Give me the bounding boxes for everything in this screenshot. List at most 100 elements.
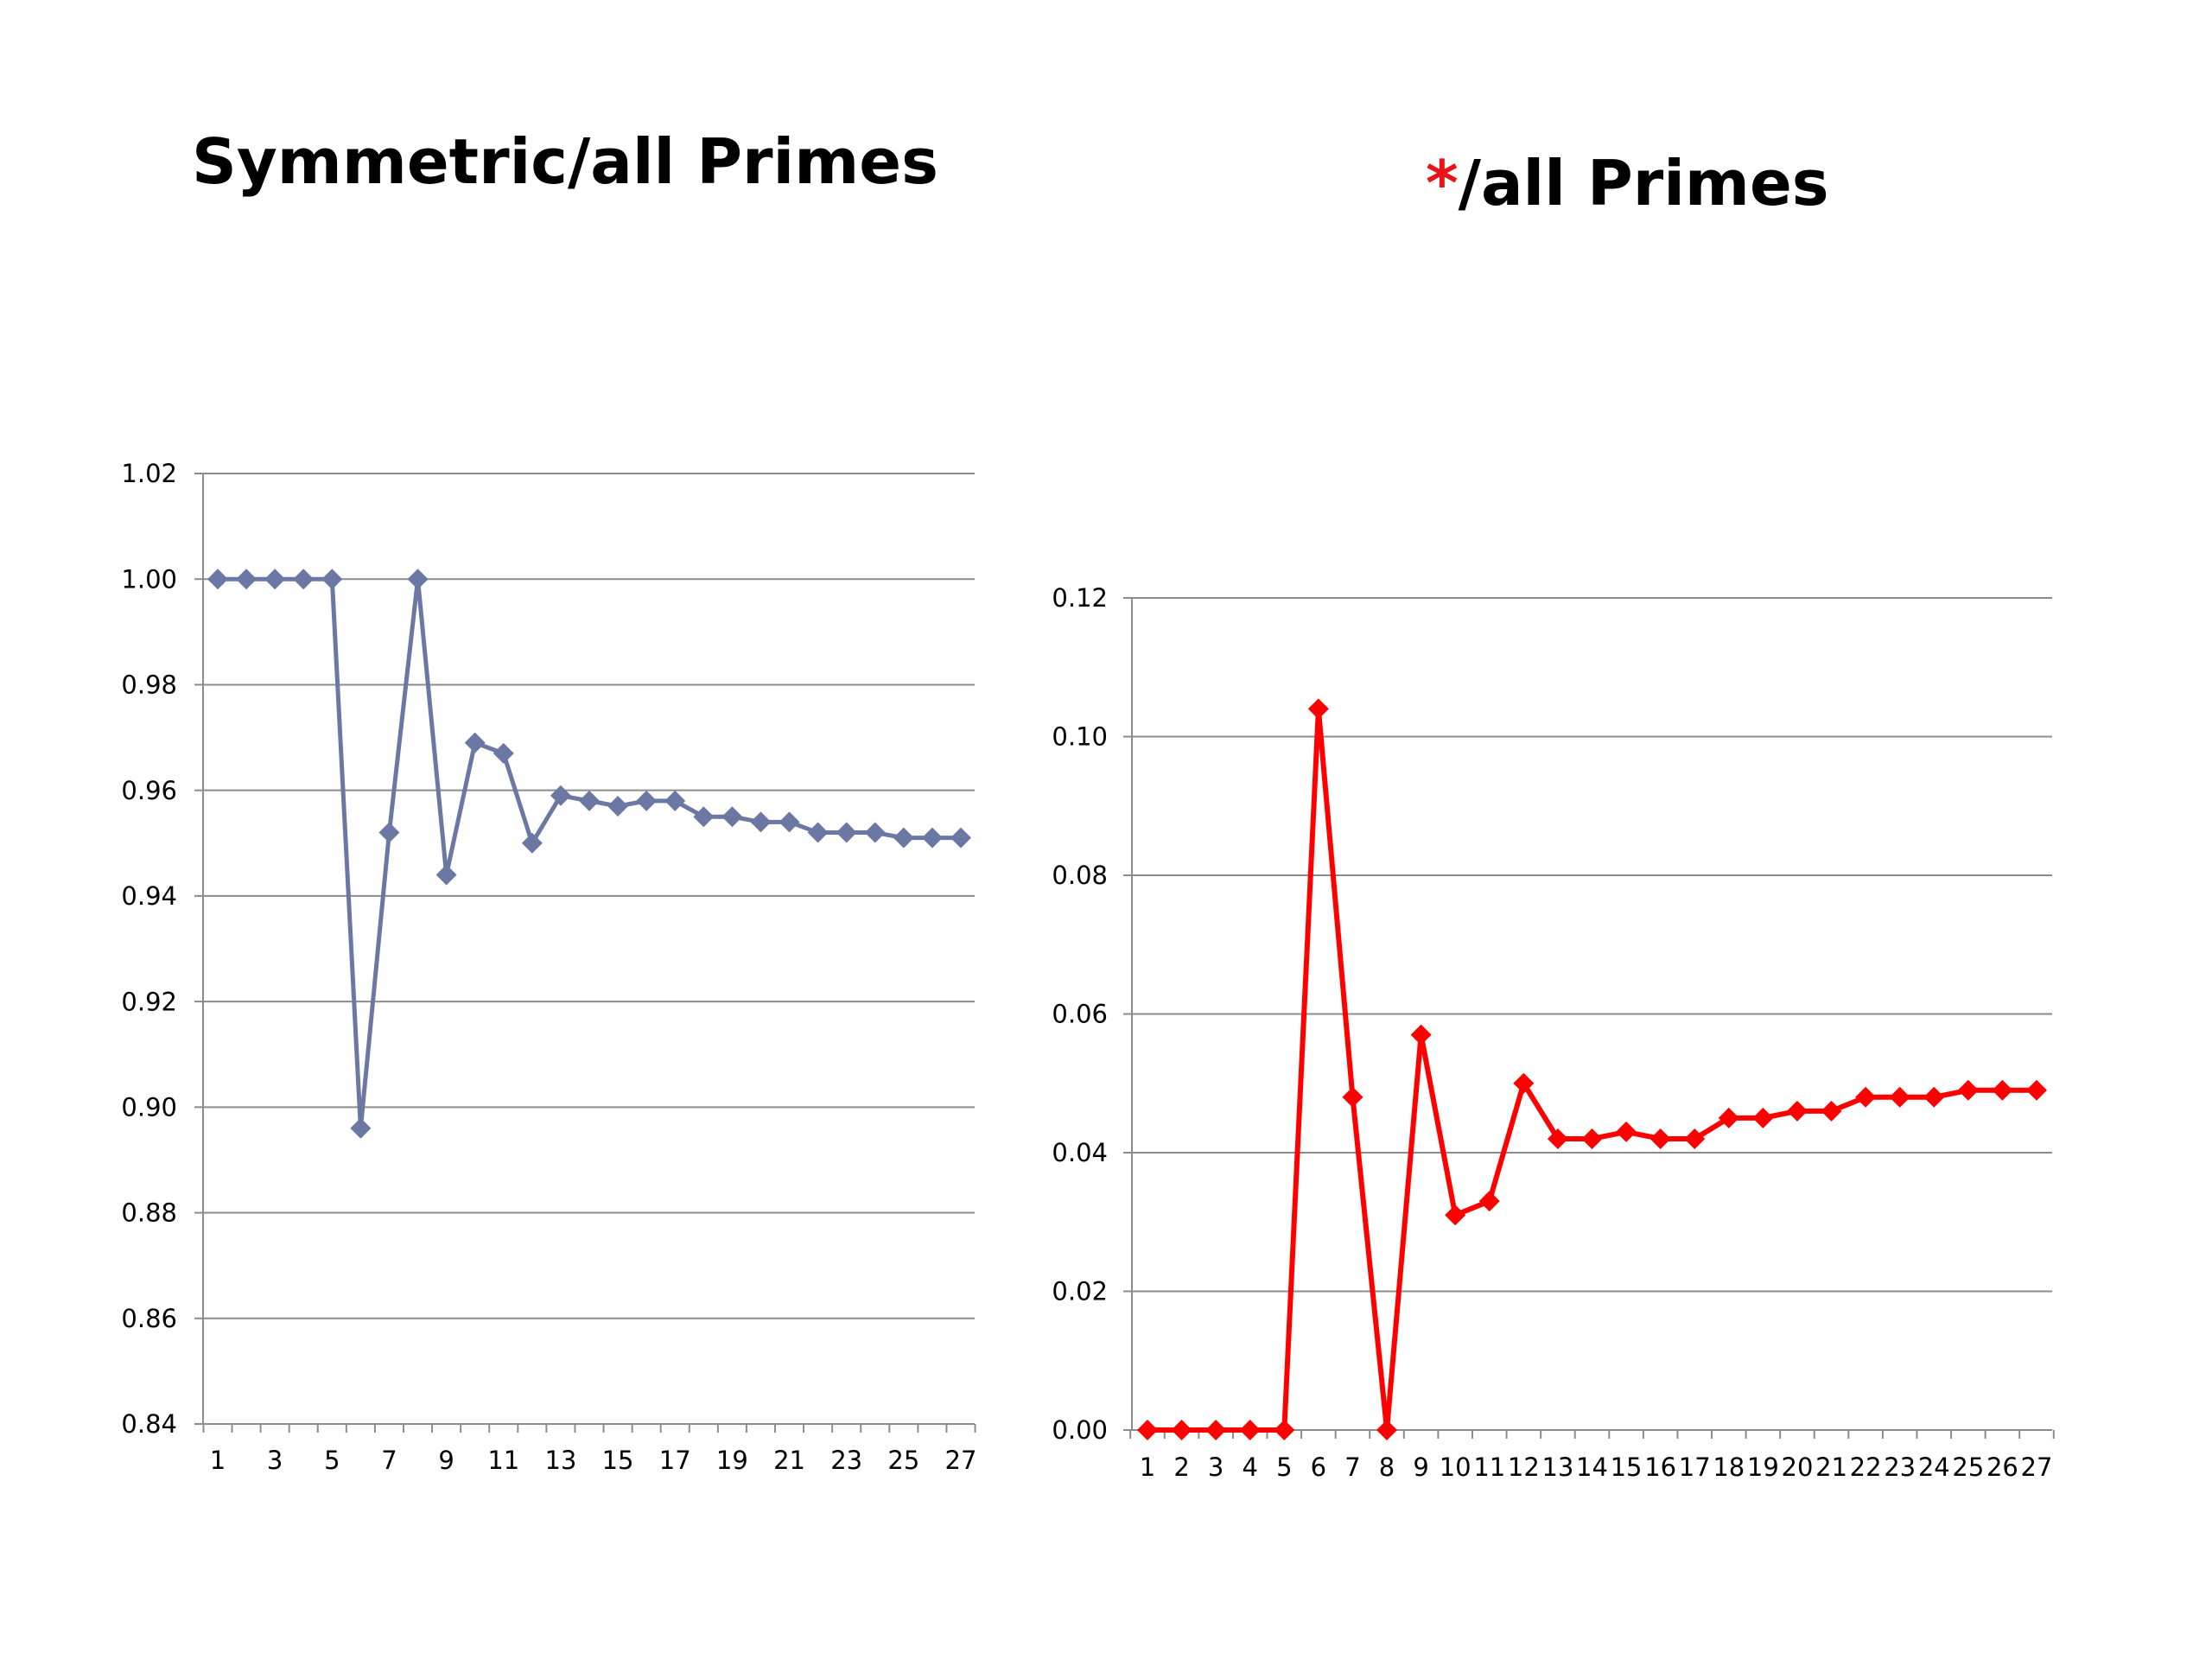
- x-tick-label: 26: [1986, 1452, 2018, 1482]
- y-tick-label: 0.90: [121, 1092, 177, 1122]
- x-tick-label: 3: [267, 1446, 283, 1475]
- x-tick-label: 5: [1276, 1452, 1292, 1482]
- x-tick-label: 2: [1173, 1452, 1189, 1482]
- data-point-marker: [1649, 1128, 1671, 1149]
- x-tick-label: 17: [659, 1446, 691, 1475]
- data-point-marker: [1307, 698, 1329, 720]
- data-point-marker: [1889, 1086, 1910, 1108]
- x-tick-label: 23: [830, 1446, 862, 1475]
- data-point-marker: [693, 806, 715, 828]
- data-point-marker: [1855, 1086, 1877, 1108]
- data-point-marker: [607, 796, 629, 817]
- y-tick-label: 0.94: [121, 881, 177, 911]
- y-tick-label: 0.88: [121, 1198, 177, 1228]
- data-point-marker: [1581, 1128, 1603, 1149]
- x-tick-label: 13: [1541, 1452, 1573, 1482]
- data-point-marker: [1239, 1420, 1261, 1440]
- data-point-marker: [579, 790, 600, 811]
- data-point-marker: [264, 569, 286, 590]
- x-tick-label: 11: [487, 1446, 519, 1475]
- x-tick-label: 4: [1243, 1452, 1258, 1482]
- data-point-marker: [435, 864, 457, 886]
- data-point-marker: [807, 822, 829, 843]
- data-point-marker: [836, 822, 857, 843]
- data-point-marker: [1616, 1121, 1637, 1142]
- y-tick-label: 0.98: [121, 671, 177, 700]
- x-tick-label: 1: [210, 1446, 226, 1475]
- right-chart-title: */all Primes: [1426, 147, 1829, 219]
- data-point-marker: [1342, 1086, 1363, 1108]
- y-tick-label: 0.12: [1052, 583, 1108, 613]
- data-point-marker: [950, 827, 971, 849]
- data-point-marker: [378, 822, 400, 843]
- data-point-marker: [464, 732, 486, 753]
- y-tick-label: 0.06: [1052, 1000, 1108, 1029]
- y-tick-label: 1.02: [121, 459, 177, 488]
- series-line: [1147, 706, 2037, 1433]
- data-point-marker: [1684, 1128, 1706, 1149]
- x-tick-label: 24: [1918, 1452, 1950, 1482]
- x-tick-label: 22: [1850, 1452, 1882, 1482]
- data-point-marker: [1786, 1100, 1808, 1122]
- data-point-marker: [1992, 1079, 2013, 1101]
- x-tick-label: 5: [324, 1446, 340, 1475]
- data-point-marker: [1923, 1086, 1945, 1108]
- x-tick-label: 15: [1611, 1452, 1643, 1482]
- right-title-text: /all Primes: [1458, 147, 1829, 219]
- x-tick-label: 23: [1884, 1452, 1916, 1482]
- data-point-marker: [293, 569, 315, 590]
- data-point-marker: [1478, 1191, 1500, 1212]
- left-chart-title: Symmetric/all Primes: [192, 125, 938, 198]
- data-point-marker: [664, 790, 686, 811]
- x-tick-label: 1: [1140, 1452, 1155, 1482]
- data-point-marker: [207, 569, 228, 590]
- data-point-marker: [1547, 1128, 1568, 1149]
- data-point-marker: [750, 811, 772, 833]
- x-tick-label: 25: [887, 1446, 919, 1475]
- y-tick-label: 0.02: [1052, 1277, 1108, 1306]
- data-point-marker: [321, 569, 343, 590]
- x-tick-label: 16: [1644, 1452, 1676, 1482]
- y-tick-label: 0.84: [121, 1409, 177, 1439]
- y-tick-label: 0.96: [121, 776, 177, 805]
- x-tick-label: 27: [945, 1446, 977, 1475]
- x-tick-label: 11: [1473, 1452, 1505, 1482]
- data-point-marker: [2026, 1079, 2047, 1101]
- data-point-marker: [521, 832, 543, 854]
- x-tick-label: 18: [1713, 1452, 1745, 1482]
- data-point-marker: [1171, 1420, 1192, 1440]
- data-point-marker: [350, 1117, 372, 1139]
- y-tick-label: 0.00: [1052, 1415, 1108, 1445]
- x-tick-label: 10: [1440, 1452, 1471, 1482]
- data-point-marker: [1410, 1024, 1432, 1046]
- x-tick-label: 7: [381, 1446, 397, 1475]
- data-point-marker: [636, 790, 658, 811]
- data-point-marker: [1376, 1420, 1398, 1440]
- data-point-marker: [1445, 1205, 1466, 1226]
- x-tick-label: 27: [2021, 1452, 2053, 1482]
- x-tick-label: 7: [1344, 1452, 1360, 1482]
- x-tick-label: 9: [438, 1446, 454, 1475]
- x-tick-label: 20: [1782, 1452, 1814, 1482]
- data-point-marker: [550, 785, 571, 806]
- x-tick-label: 8: [1379, 1452, 1395, 1482]
- x-tick-label: 19: [716, 1446, 748, 1475]
- x-tick-label: 19: [1747, 1452, 1779, 1482]
- x-tick-label: 25: [1952, 1452, 1984, 1482]
- data-point-marker: [1718, 1107, 1739, 1128]
- x-tick-label: 3: [1208, 1452, 1224, 1482]
- y-tick-label: 1.00: [121, 564, 177, 594]
- data-point-marker: [407, 569, 429, 590]
- data-point-marker: [864, 822, 886, 843]
- x-tick-label: 12: [1508, 1452, 1540, 1482]
- x-tick-label: 17: [1679, 1452, 1711, 1482]
- y-tick-label: 0.04: [1052, 1138, 1108, 1167]
- data-point-marker: [1957, 1079, 1979, 1101]
- x-tick-label: 9: [1413, 1452, 1428, 1482]
- data-point-marker: [1513, 1072, 1535, 1094]
- x-tick-label: 15: [602, 1446, 634, 1475]
- data-point-marker: [921, 827, 943, 849]
- data-point-marker: [1205, 1420, 1227, 1440]
- x-tick-label: 13: [544, 1446, 576, 1475]
